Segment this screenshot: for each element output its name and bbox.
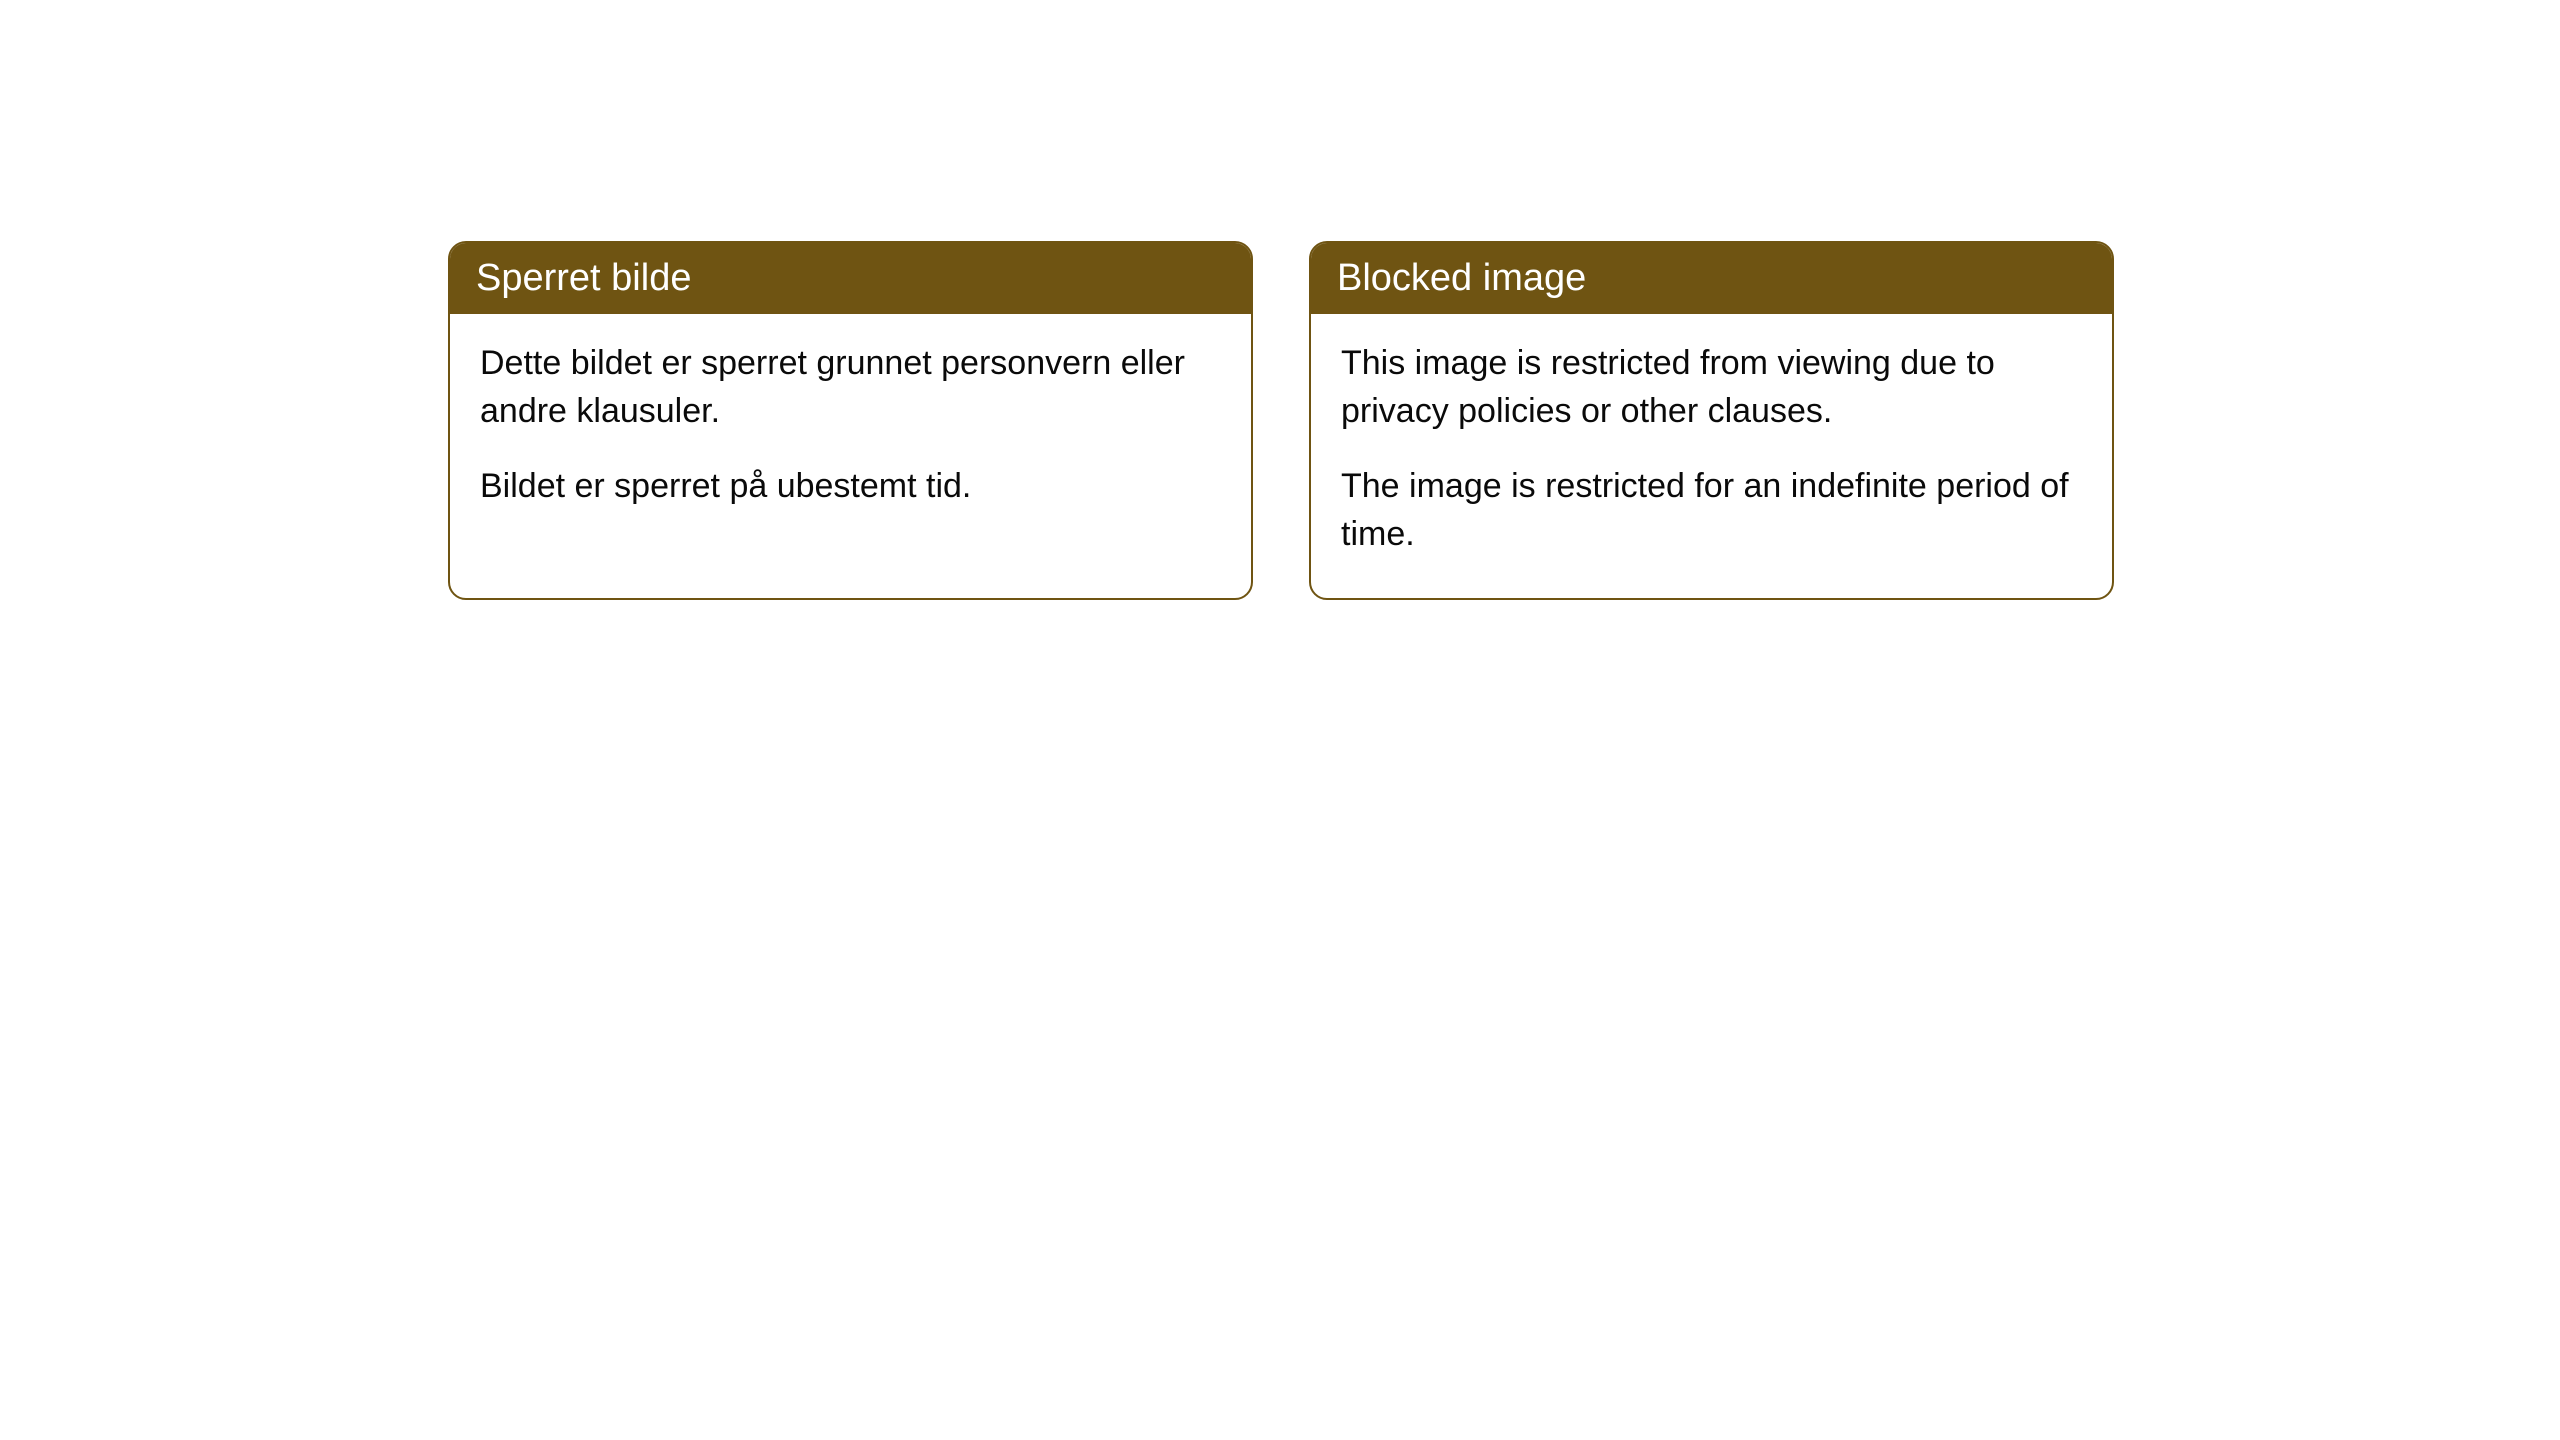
card-title: Blocked image [1337, 257, 1586, 299]
card-header: Sperret bilde [450, 243, 1251, 314]
card-body: Dette bildet er sperret grunnet personve… [450, 314, 1251, 551]
card-message-line-2: The image is restricted for an indefinit… [1341, 463, 2082, 558]
card-message-line-1: Dette bildet er sperret grunnet personve… [480, 340, 1221, 435]
card-message-line-2: Bildet er sperret på ubestemt tid. [480, 463, 1221, 511]
card-body: This image is restricted from viewing du… [1311, 314, 2112, 598]
card-message-line-1: This image is restricted from viewing du… [1341, 340, 2082, 435]
notice-card-norwegian: Sperret bilde Dette bildet er sperret gr… [448, 241, 1253, 600]
notice-cards-container: Sperret bilde Dette bildet er sperret gr… [448, 241, 2114, 600]
notice-card-english: Blocked image This image is restricted f… [1309, 241, 2114, 600]
card-header: Blocked image [1311, 243, 2112, 314]
card-title: Sperret bilde [476, 257, 691, 299]
